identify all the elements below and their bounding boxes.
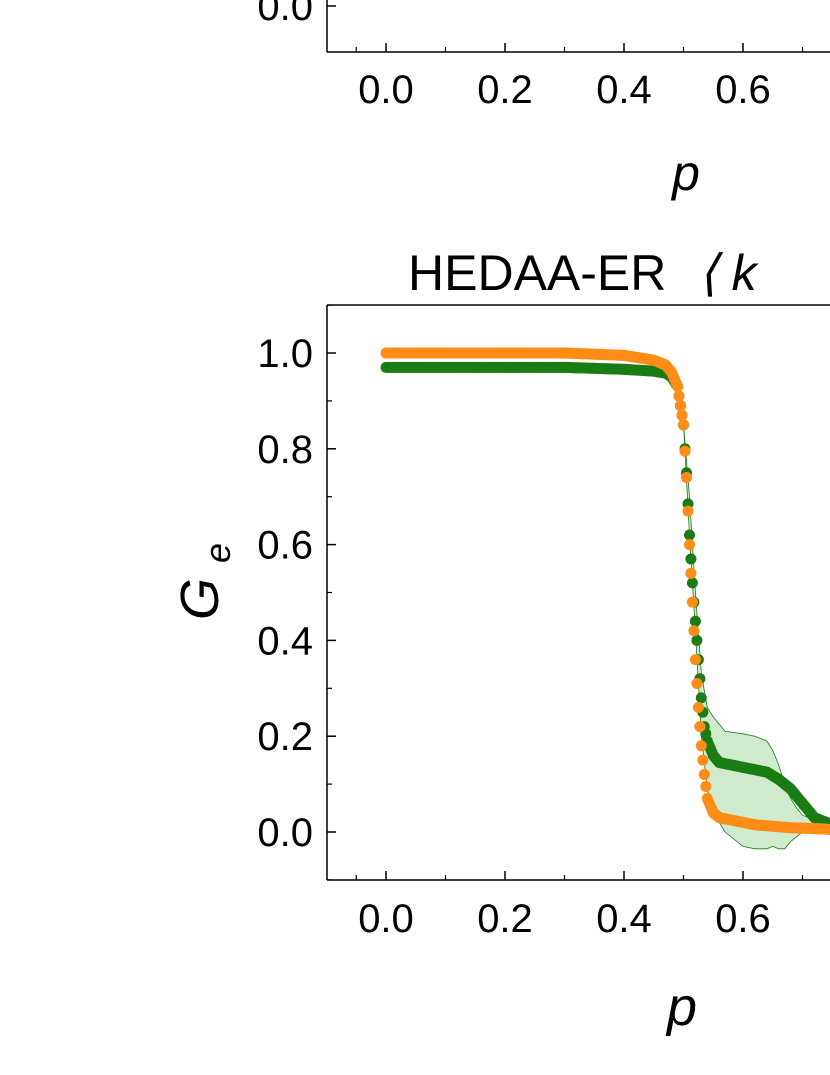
top-x-tick-label: 0.4 (596, 68, 652, 112)
orange-point (697, 754, 709, 766)
top-x-ticks: 0.0 0.2 0.4 0.6 (355, 43, 804, 112)
top-x-tick-label: 0.0 (358, 68, 414, 112)
orange-point (682, 505, 694, 517)
green-point (689, 615, 701, 627)
shaded-band (683, 424, 830, 850)
top-x-tick-label: 0.2 (477, 68, 533, 112)
bottom-x-tick-label: 0.0 (358, 897, 414, 941)
bottom-y-axis-title: G e (170, 543, 238, 620)
orange-point (685, 567, 697, 579)
orange-point (675, 400, 686, 412)
chart-title: HEDAA-ER ⟨ k (408, 245, 760, 301)
top-y-tick-label: 0.0 (257, 0, 313, 29)
orange-point (698, 769, 710, 780)
bottom-x-tick-label: 0.4 (596, 897, 652, 941)
orange-point (695, 740, 707, 752)
orange-point (826, 824, 830, 835)
bottom-y-tick-label: 1.0 (257, 332, 313, 376)
top-x-tick-label: 0.6 (715, 68, 771, 112)
orange-point (692, 702, 704, 713)
confidence-band (683, 424, 830, 850)
chart-title-prefix: HEDAA-ER (408, 245, 666, 301)
orange-point (691, 678, 703, 689)
chart-title-symbol: ⟨ k (698, 245, 759, 301)
orange-point (679, 445, 691, 457)
orange-point (673, 390, 685, 402)
bottom-y-tick-label: 0.4 (257, 619, 313, 663)
orange-point (672, 381, 684, 392)
orange-point (689, 654, 701, 666)
orange-point (686, 596, 698, 608)
top-x-axis-title: p (670, 145, 700, 201)
top-chart-panel: 0.0 0.2 0.4 0.6 0.0 p (257, 0, 830, 201)
bottom-y-ticks: 0.0 0.2 0.4 0.6 0.8 1.0 (257, 304, 336, 881)
orange-point (681, 472, 692, 483)
orange-point (700, 781, 712, 792)
bottom-y-tick-label: 0.0 (257, 811, 313, 855)
top-y-ticks: 0.0 (257, 0, 336, 29)
bottom-y-tick-label: 0.8 (257, 428, 313, 472)
green-point (695, 692, 707, 704)
green-point (684, 529, 695, 541)
y-axis-title-main: G (170, 578, 230, 620)
bottom-x-ticks: 0.0 0.2 0.4 0.6 (355, 871, 804, 941)
orange-point (694, 721, 706, 733)
top-axes-frame (326, 0, 830, 53)
bottom-chart-panel: HEDAA-ER ⟨ k 0.0 0.2 0.4 0.6 0.00.20.40.60.… (170, 245, 830, 1037)
orange-point (688, 625, 700, 637)
bottom-y-tick-label: 0.6 (257, 524, 313, 568)
bottom-x-tick-label: 0.6 (715, 897, 771, 941)
green-point (685, 553, 697, 565)
green-point (686, 577, 698, 589)
bottom-y-tick-label: 0.2 (257, 715, 313, 759)
bottom-x-tick-label: 0.2 (477, 897, 533, 941)
orange-point (684, 539, 695, 551)
bottom-x-axis-title: p (665, 977, 697, 1037)
orange-series (380, 347, 830, 835)
orange-point (678, 419, 689, 431)
green-series (380, 361, 830, 830)
green-point (691, 634, 703, 646)
y-axis-title-sub: e (197, 543, 238, 563)
data-series (380, 347, 830, 835)
orange-point (676, 409, 688, 421)
